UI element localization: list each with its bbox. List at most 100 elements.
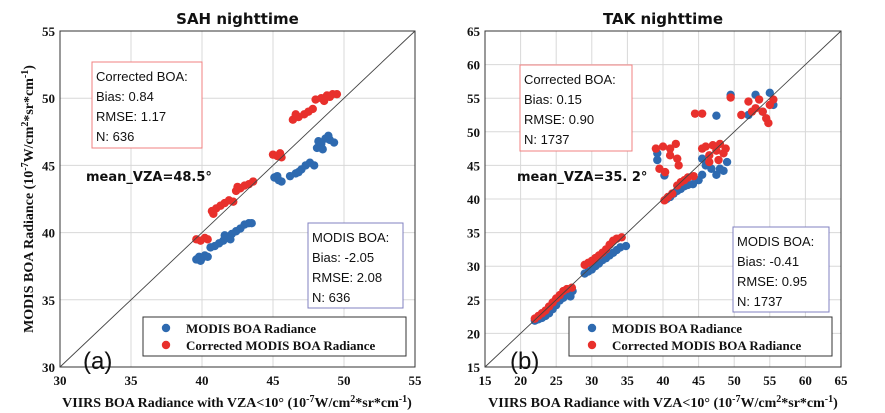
y-tick-label: 30 <box>42 360 55 375</box>
legend-marker <box>161 323 171 333</box>
y-tick-label: 15 <box>467 360 481 375</box>
stats-title: MODIS BOA: <box>312 230 389 245</box>
stats-title: MODIS BOA: <box>737 234 814 249</box>
label-part: -1 <box>399 394 407 405</box>
stats-bias: Bias: -2.05 <box>312 250 374 265</box>
data-point <box>196 256 205 266</box>
series-modis <box>192 131 339 266</box>
label-part: W/cm <box>22 126 37 162</box>
data-point <box>722 157 732 167</box>
legend-label: MODIS BOA Radiance <box>186 321 316 336</box>
label-part: 2 <box>776 394 781 405</box>
panel-label: (a) <box>83 348 112 375</box>
x-tick-label: 65 <box>835 373 849 388</box>
data-point <box>726 93 735 102</box>
label-part: W/cm <box>740 396 776 411</box>
x-axis-label: VIIRS BOA Radiance with VZA<10° (10-7W/c… <box>488 394 838 412</box>
legend-box <box>568 316 833 357</box>
x-tick-label: 40 <box>196 373 209 388</box>
y-tick-label: 50 <box>467 125 480 140</box>
data-point <box>707 164 716 173</box>
data-point <box>697 154 707 163</box>
data-point <box>721 144 730 153</box>
series-corrected <box>192 89 342 245</box>
data-point <box>714 155 723 165</box>
stats-modis-box <box>732 226 830 313</box>
label-part: W/cm <box>314 396 350 411</box>
label-part: -7 <box>20 162 31 170</box>
mean-vza-annotation: mean_VZA=35. 2° <box>517 170 647 185</box>
y-tick-label: 35 <box>467 226 481 241</box>
data-point <box>665 144 675 153</box>
data-point <box>689 171 698 181</box>
x-tick-label: 40 <box>657 373 670 388</box>
stats-title: Corrected BOA: <box>524 72 616 87</box>
label-part: MODIS BOA Radiance (10 <box>22 171 37 333</box>
x-tick-label: 20 <box>514 373 527 388</box>
x-tick-label: 60 <box>799 373 812 388</box>
y-tick-label: 50 <box>42 91 55 106</box>
stats-corrected-box <box>519 64 633 152</box>
stats-n: N: 636 <box>96 129 134 144</box>
data-point <box>318 145 327 154</box>
data-point <box>673 154 682 163</box>
data-point <box>309 161 319 170</box>
label-part: VIIRS BOA Radiance with VZA<10° (10 <box>62 396 306 411</box>
data-point <box>764 118 773 128</box>
data-point <box>769 95 778 104</box>
y-tick-label: 40 <box>42 226 55 241</box>
data-point <box>233 182 242 192</box>
stats-bias: Bias: 0.84 <box>96 89 154 104</box>
y-tick-label: 40 <box>467 192 480 207</box>
panel-label: (b) <box>510 348 539 375</box>
x-axis-label: VIIRS BOA Radiance with VZA<10° (10-7W/c… <box>62 394 412 412</box>
stats-rmse: RMSE: 0.90 <box>524 112 594 127</box>
data-point <box>332 89 342 99</box>
data-point <box>671 139 681 149</box>
data-point <box>668 189 677 198</box>
data-point <box>715 139 725 149</box>
data-point <box>275 149 285 158</box>
stats-rmse: RMSE: 0.95 <box>737 274 807 289</box>
y-axis-label: MODIS BOA Radiance (10-7W/cm2*sr*cm-1) <box>20 65 38 333</box>
stats-n: N: 1737 <box>737 294 783 309</box>
x-tick-label: 50 <box>728 373 741 388</box>
x-tick-label: 55 <box>409 373 423 388</box>
label-part: ) <box>407 396 412 411</box>
stats-bias: Bias: -0.41 <box>737 254 799 269</box>
data-point <box>719 166 728 175</box>
data-point <box>712 111 721 120</box>
data-point <box>674 161 683 170</box>
y-tick-label: 65 <box>467 24 481 39</box>
label-part: -7 <box>732 394 740 405</box>
data-point <box>203 235 212 244</box>
label-part: ) <box>833 396 838 411</box>
data-point <box>765 88 774 98</box>
data-point <box>291 110 300 119</box>
stats-bias: Bias: 0.15 <box>524 92 582 107</box>
y-tick-label: 35 <box>42 293 56 308</box>
stats-rmse: RMSE: 2.08 <box>312 270 382 285</box>
chart-title: TAK nighttime <box>603 10 723 28</box>
data-point <box>658 142 668 151</box>
one-to-one-line <box>484 30 842 368</box>
data-point <box>248 177 258 186</box>
data-point <box>701 142 710 151</box>
x-tick-label: 35 <box>621 373 635 388</box>
x-tick-label: 35 <box>125 373 139 388</box>
label-part: -1 <box>20 70 31 78</box>
data-point <box>324 131 333 141</box>
x-tick-label: 45 <box>267 373 281 388</box>
legend-marker <box>161 340 171 350</box>
plot-area <box>484 30 842 368</box>
x-tick-label: 50 <box>338 373 351 388</box>
stats-corrected-box <box>91 61 203 149</box>
data-point <box>754 95 764 104</box>
label-part: *sr*cm <box>355 396 399 411</box>
y-tick-label: 20 <box>467 326 480 341</box>
y-tick-label: 45 <box>467 158 481 173</box>
stats-rmse: RMSE: 1.17 <box>96 109 166 124</box>
data-point <box>665 151 675 160</box>
data-point <box>651 144 661 153</box>
label-part: VIIRS BOA Radiance with VZA<10° (10 <box>488 396 732 411</box>
